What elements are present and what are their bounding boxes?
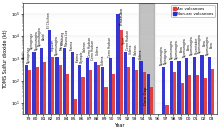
Bar xyxy=(139,61,143,131)
Text: Llaima: Llaima xyxy=(70,40,74,50)
Bar xyxy=(59,65,62,131)
Text: Pinatubo: Pinatubo xyxy=(119,7,123,25)
Bar xyxy=(127,67,130,131)
Bar xyxy=(139,4,154,114)
Bar xyxy=(112,74,115,131)
Bar xyxy=(204,78,207,131)
Bar xyxy=(33,52,36,131)
Bar xyxy=(135,70,138,131)
Bar xyxy=(200,54,204,131)
Bar xyxy=(120,30,123,131)
Bar xyxy=(178,61,181,131)
Bar xyxy=(208,57,211,131)
Text: Galeras
Cerro Hudson: Galeras Cerro Hudson xyxy=(83,36,92,57)
Bar xyxy=(181,83,184,131)
Bar xyxy=(74,99,77,131)
Text: Nyamuragira
Etna: Nyamuragira Etna xyxy=(175,39,183,59)
Text: Soputan
Nyamuragira
Marum: Soputan Nyamuragira Marum xyxy=(50,35,64,55)
Bar xyxy=(173,72,176,131)
Text: Colima
Galeras: Colima Galeras xyxy=(129,43,138,55)
Bar xyxy=(104,87,108,131)
Bar xyxy=(81,77,85,131)
Bar xyxy=(25,65,28,131)
Text: Nyamuragira
Nyiragongo: Nyamuragira Nyiragongo xyxy=(160,46,168,66)
Bar xyxy=(28,70,31,131)
Bar xyxy=(101,67,104,131)
Bar xyxy=(211,69,214,131)
Bar xyxy=(109,58,112,131)
Text: Sinabung
Mauna Loa: Sinabung Mauna Loa xyxy=(60,30,69,46)
Text: Data Gap: Data Gap xyxy=(144,86,148,105)
X-axis label: Year: Year xyxy=(114,122,125,127)
Bar xyxy=(116,14,120,131)
Bar xyxy=(162,67,165,131)
Text: Nyiragongo
Nyamuragira: Nyiragongo Nyamuragira xyxy=(30,30,38,50)
Bar xyxy=(51,57,54,131)
Text: Alaid
Nyiragongo: Alaid Nyiragongo xyxy=(22,46,31,63)
Bar xyxy=(40,48,43,131)
Text: Nyamuragira
Alaid: Nyamuragira Alaid xyxy=(37,26,46,46)
Text: Nyamuragira
Etna: Nyamuragira Etna xyxy=(205,35,214,55)
Text: Nyamuragira: Nyamuragira xyxy=(169,39,173,59)
Text: Colima: Colima xyxy=(139,48,143,59)
Text: Cerro Hudson
Colima: Cerro Hudson Colima xyxy=(91,40,99,60)
Bar xyxy=(36,67,39,131)
Bar xyxy=(89,70,92,131)
Bar xyxy=(143,72,146,131)
Bar xyxy=(43,62,46,131)
Bar xyxy=(150,87,153,131)
Bar xyxy=(124,52,127,131)
Y-axis label: TOMS Sulfur dioxide (kt): TOMS Sulfur dioxide (kt) xyxy=(4,29,9,89)
Text: Nyamuragira
Reventador: Nyamuragira Reventador xyxy=(190,35,199,55)
Bar xyxy=(170,61,173,131)
Bar xyxy=(66,74,69,131)
Bar xyxy=(147,74,150,131)
Text: Llaima
Olymple: Llaima Olymple xyxy=(75,51,84,63)
Text: Cerro Hudson: Cerro Hudson xyxy=(108,36,112,57)
Bar xyxy=(78,65,81,131)
Bar xyxy=(132,57,135,131)
Bar xyxy=(48,30,51,131)
Text: Spurr
Cerro Hudson: Spurr Cerro Hudson xyxy=(121,30,130,50)
Text: Nyamuragira
Etna: Nyamuragira Etna xyxy=(198,33,206,53)
Bar xyxy=(165,105,169,131)
Bar xyxy=(196,75,199,131)
Text: El Chichon: El Chichon xyxy=(47,12,51,28)
Text: Nyamuragira
Etna: Nyamuragira Etna xyxy=(182,37,191,57)
Legend: Arc volcanoes, Non-arc volcanoes: Arc volcanoes, Non-arc volcanoes xyxy=(171,5,214,17)
Bar xyxy=(86,58,89,131)
Bar xyxy=(55,57,59,131)
Bar xyxy=(97,65,100,131)
Bar xyxy=(63,48,66,131)
Bar xyxy=(71,52,74,131)
Bar xyxy=(193,57,196,131)
Text: Colima: Colima xyxy=(101,55,105,66)
Bar xyxy=(185,58,188,131)
Bar xyxy=(188,75,191,131)
Bar xyxy=(94,62,97,131)
